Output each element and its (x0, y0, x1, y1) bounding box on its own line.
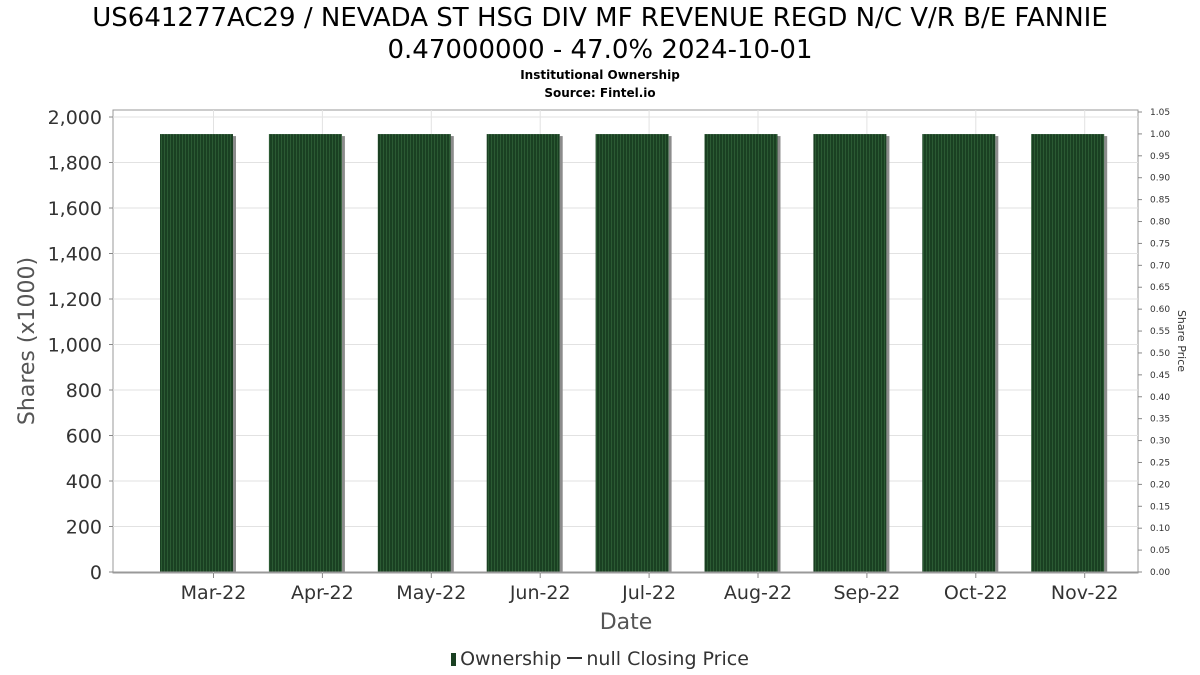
y2-tick-label: 0.45 (1150, 371, 1170, 381)
bar-shadow (886, 136, 890, 572)
x-tick-label: Apr-22 (291, 582, 354, 604)
x-tick-label: Nov-22 (1051, 582, 1119, 604)
y2-tick-label: 0.10 (1150, 524, 1170, 534)
y2-tick-label: 0.30 (1150, 437, 1170, 447)
y-tick-label: 1,400 (48, 244, 102, 266)
y2-tick-label: 0.20 (1150, 480, 1170, 490)
y2-tick-label: 0.00 (1150, 568, 1170, 578)
bar (160, 134, 233, 572)
y-tick-label: 400 (66, 471, 102, 493)
legend-label-ownership: Ownership (460, 648, 562, 670)
y2-tick-label: 0.50 (1150, 349, 1170, 359)
axes: 0 200 400 600 800 1,000 1,200 1,400 1,600 1,800 2,… (48, 107, 1171, 604)
x-tick-label: Jun-22 (509, 582, 571, 604)
y-tick-label: 1,600 (48, 198, 102, 220)
x-tick-label: Sep-22 (833, 582, 900, 604)
y2-tick-label: 0.70 (1150, 261, 1170, 271)
bar (922, 134, 996, 572)
y-axis-title: Shares (x1000) (15, 257, 40, 425)
y2-tick-label: 0.60 (1150, 305, 1170, 315)
bar-shadow (450, 136, 454, 572)
y2-axis-title: Share Price (1175, 310, 1188, 372)
y-tick-label: 800 (66, 380, 102, 402)
y2-tick-label: 0.95 (1150, 152, 1170, 162)
y2-tick-label: 0.65 (1150, 283, 1170, 293)
y2-tick-label: 0.25 (1150, 458, 1170, 468)
bar-shadow (233, 136, 236, 572)
bar-series-ownership (160, 134, 1108, 572)
bar-shadow (995, 136, 999, 572)
y2-tick-label: 0.55 (1150, 327, 1170, 337)
x-tick-label: May-22 (396, 582, 466, 604)
y-tick-label: 1,800 (48, 153, 102, 175)
x-tick-label: Oct-22 (944, 582, 1008, 604)
y2-tick-label: 0.90 (1150, 174, 1170, 184)
y2-tick-label: 0.80 (1150, 218, 1170, 228)
chart-title-line-2: 0.47000000 - 47.0% 2024-10-01 (387, 35, 813, 65)
x-axis-title: Date (600, 610, 653, 635)
y-tick-label: 200 (66, 517, 102, 539)
chart-subtitle: Institutional Ownership (520, 68, 680, 82)
bar (377, 134, 451, 572)
chart-title-line-1: US641277AC29 / NEVADA ST HSG DIV MF REVE… (92, 3, 1108, 33)
x-tick-label: Jul-22 (621, 582, 676, 604)
legend-line-closing-price (567, 657, 583, 659)
y-tick-label: 600 (66, 426, 102, 448)
y-tick-label: 2,000 (48, 107, 102, 129)
bar-shadow (1104, 136, 1108, 572)
legend-swatch-ownership (451, 653, 457, 666)
bar (813, 134, 887, 572)
legend-label-closing-price: null Closing Price (586, 648, 749, 670)
bar-shadow (668, 136, 672, 572)
bar-shadow (559, 136, 563, 572)
bar (595, 134, 669, 572)
y2-tick-label: 0.40 (1150, 393, 1170, 403)
y2-tick-label: 0.35 (1150, 415, 1170, 425)
y2-tick-label: 0.15 (1150, 502, 1170, 512)
bar (1031, 134, 1105, 572)
bar (268, 134, 342, 572)
y2-tick-label: 1.05 (1150, 108, 1170, 118)
y2-tick-label: 0.05 (1150, 546, 1170, 556)
x-tick-label: Mar-22 (181, 582, 247, 604)
x-tick-label: Aug-22 (724, 582, 792, 604)
y-tick-label: 1,000 (48, 335, 102, 357)
y-tick-label: 1,200 (48, 289, 102, 311)
chart-legend: Ownership null Closing Price (0, 647, 1200, 671)
bar (486, 134, 560, 572)
bar-shadow (777, 136, 781, 572)
y2-tick-label: 0.85 (1150, 196, 1170, 206)
y2-tick-label: 1.00 (1150, 130, 1170, 140)
chart-source: Source: Fintel.io (544, 86, 656, 100)
bar-shadow (341, 136, 345, 572)
bar (704, 134, 778, 572)
y-tick-label: 0 (90, 562, 102, 584)
y2-tick-label: 0.75 (1150, 239, 1170, 249)
